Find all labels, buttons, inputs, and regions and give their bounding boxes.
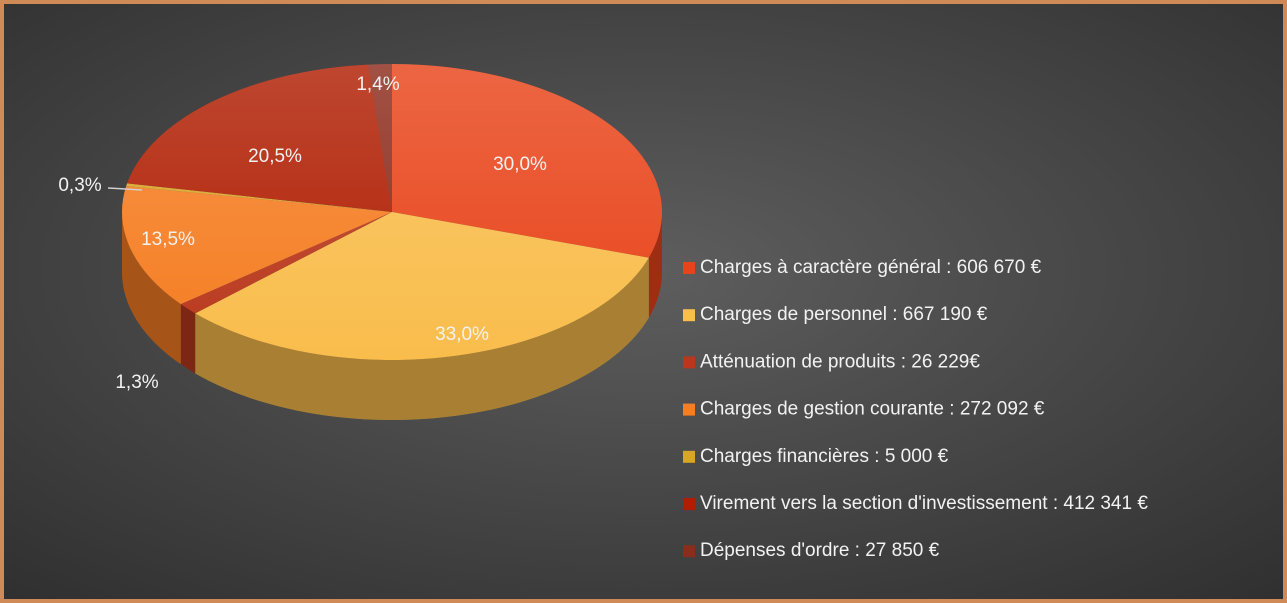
leader-line — [107, 187, 143, 191]
pie-side-shade — [122, 212, 181, 365]
legend-label: Charges financières : 5 000 € — [700, 446, 949, 467]
data-label: 20,5% — [248, 146, 302, 167]
legend-swatch — [683, 309, 695, 322]
legend-label: Virement vers la section d'investissemen… — [700, 493, 1148, 514]
pie-sides — [122, 212, 662, 420]
data-label: 1,3% — [115, 372, 158, 393]
data-labels: 30,0% 33,0% 1,3% 13,5% 0,3% 20,5% 1,4% — [58, 74, 547, 393]
data-label: 0,3% — [58, 175, 101, 196]
legend-label: Atténuation de produits : 26 229€ — [700, 351, 980, 372]
legend-label: Charges de gestion courante : 272 092 € — [700, 399, 1045, 420]
legend-swatch — [683, 450, 695, 463]
data-label: 33,0% — [435, 324, 489, 345]
legend-label: Charges à caractère général : 606 670 € — [700, 257, 1042, 278]
pie-side-shade — [195, 257, 649, 420]
pie-tops — [122, 64, 663, 360]
pie-shine — [122, 64, 662, 360]
pie-side — [180, 304, 196, 374]
legend-label: Dépenses d'ordre : 27 850 € — [700, 540, 940, 561]
legend-swatch — [683, 403, 695, 416]
legend-label: Charges de personnel : 667 190 € — [700, 304, 988, 325]
pie-side-shade — [648, 212, 662, 318]
legend-swatch — [683, 498, 695, 510]
legend-swatch — [683, 262, 695, 274]
legend-swatch — [683, 545, 695, 558]
pie-side — [195, 257, 649, 420]
legend-swatch — [683, 356, 695, 369]
pie-side — [648, 212, 662, 318]
pie-side — [122, 212, 181, 365]
legend: Charges à caractère général : 606 670 € C… — [683, 257, 1148, 561]
data-label: 30,0% — [493, 154, 547, 175]
pie-side-shade — [180, 304, 196, 374]
data-label: 1,4% — [356, 74, 399, 95]
data-label: 13,5% — [141, 229, 195, 250]
